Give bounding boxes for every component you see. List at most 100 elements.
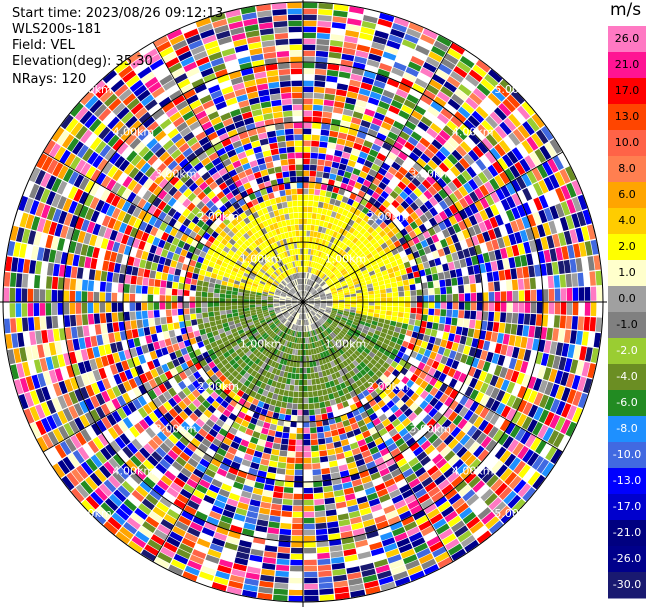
velocity-gate	[501, 392, 511, 405]
velocity-gate	[134, 141, 146, 154]
velocity-gate	[448, 215, 458, 226]
velocity-gate	[313, 283, 318, 288]
velocity-gate	[128, 215, 137, 227]
velocity-gate	[222, 509, 235, 519]
velocity-gate	[316, 334, 320, 341]
velocity-gate	[231, 298, 238, 302]
velocity-gate	[368, 298, 375, 302]
velocity-gate	[338, 305, 345, 309]
velocity-gate	[344, 304, 351, 307]
velocity-gate	[325, 87, 336, 95]
velocity-gate	[252, 249, 259, 256]
velocity-gate	[308, 303, 314, 306]
velocity-gate	[376, 106, 388, 116]
velocity-gate	[303, 62, 315, 69]
velocity-gate	[388, 413, 397, 423]
velocity-gate	[399, 345, 407, 354]
velocity-gate	[337, 291, 344, 295]
velocity-gate	[326, 185, 334, 192]
velocity-gate	[338, 307, 344, 311]
velocity-gate	[289, 433, 297, 440]
velocity-gate	[432, 224, 442, 234]
velocity-gate	[102, 378, 112, 390]
velocity-gate	[80, 349, 89, 361]
velocity-gate	[476, 141, 489, 154]
velocity-gate	[409, 337, 417, 345]
velocity-gate	[139, 259, 147, 269]
velocity-gate	[250, 337, 257, 344]
velocity-gate	[339, 278, 346, 283]
velocity-gate	[234, 557, 249, 566]
velocity-gate	[153, 302, 160, 310]
velocity-gate	[386, 297, 393, 302]
velocity-gate	[255, 380, 263, 387]
velocity-gate	[125, 265, 133, 275]
velocity-gate	[414, 217, 423, 227]
velocity-gate	[245, 447, 255, 456]
velocity-gate	[22, 317, 29, 332]
velocity-gate	[143, 178, 154, 190]
velocity-gate	[15, 303, 22, 317]
velocity-gate	[500, 291, 507, 302]
velocity-gate	[189, 308, 196, 314]
velocity-gate	[396, 351, 404, 359]
velocity-gate	[352, 343, 359, 350]
velocity-gate	[171, 309, 178, 316]
velocity-gate	[273, 303, 280, 306]
velocity-gate	[212, 330, 219, 337]
velocity-gate	[502, 258, 510, 270]
velocity-gate	[206, 227, 215, 235]
velocity-gate	[216, 362, 224, 370]
velocity-gate	[269, 515, 281, 523]
velocity-gate	[374, 186, 384, 195]
velocity-gate	[62, 456, 75, 471]
velocity-gate	[391, 199, 400, 209]
velocity-gate	[264, 545, 278, 552]
velocity-gate	[368, 351, 376, 358]
velocity-gate	[437, 479, 450, 491]
velocity-gate	[158, 394, 168, 404]
velocity-gate	[320, 252, 325, 259]
velocity-gate	[312, 207, 318, 213]
velocity-gate	[441, 483, 454, 496]
velocity-gate	[334, 281, 340, 286]
velocity-gate	[239, 496, 251, 505]
velocity-gate	[560, 201, 571, 216]
velocity-gate	[563, 230, 573, 245]
velocity-gate	[157, 200, 167, 211]
velocity-gate	[276, 350, 281, 357]
velocity-gate	[231, 302, 238, 306]
velocity-gate	[325, 309, 331, 313]
velocity-gate	[442, 185, 453, 196]
velocity-gate	[308, 242, 312, 249]
velocity-gate	[210, 204, 219, 213]
velocity-gate	[484, 410, 495, 422]
velocity-gate	[280, 296, 286, 299]
velocity-gate	[537, 224, 546, 238]
velocity-gate	[585, 347, 593, 362]
velocity-gate	[440, 86, 454, 98]
velocity-gate	[331, 429, 339, 437]
velocity-gate	[287, 322, 291, 328]
velocity-gate	[274, 296, 280, 299]
velocity-gate	[359, 344, 366, 351]
velocity-gate	[147, 472, 160, 484]
velocity-gate	[250, 309, 256, 314]
velocity-gate	[385, 457, 396, 467]
velocity-gate	[319, 319, 324, 324]
velocity-gate	[294, 305, 299, 310]
velocity-gate	[144, 166, 156, 178]
velocity-gate	[522, 202, 532, 216]
velocity-gate	[146, 234, 155, 244]
velocity-gate	[35, 420, 47, 436]
velocity-gate	[421, 314, 428, 322]
velocity-gate	[436, 523, 450, 535]
velocity-gate	[137, 407, 148, 418]
velocity-gate	[320, 233, 325, 240]
velocity-gate	[345, 232, 352, 239]
velocity-gate	[511, 207, 521, 220]
velocity-gate	[159, 442, 171, 454]
velocity-gate	[303, 164, 310, 171]
velocity-gate	[170, 559, 186, 570]
velocity-gate	[448, 378, 458, 389]
